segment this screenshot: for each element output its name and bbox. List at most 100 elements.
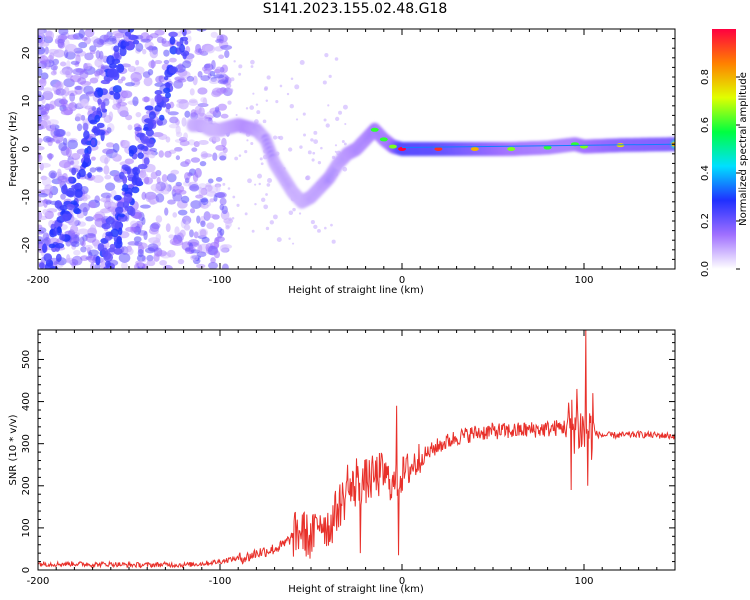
noise-blob (102, 148, 114, 155)
noise-blob (104, 174, 112, 180)
spectrogram-x-axis: -200 -100 0 100 (27, 29, 676, 286)
noise-dot (238, 72, 242, 76)
noise-blob (61, 213, 69, 222)
noise-blob (166, 249, 176, 258)
noise-blob (63, 184, 68, 194)
noise-blob (221, 137, 227, 148)
noise-blob (123, 193, 133, 204)
noise-blob (40, 106, 50, 115)
noise-blob (113, 247, 123, 255)
noise-blob (185, 247, 191, 252)
noise-blob (85, 216, 94, 222)
noise-blob (182, 52, 187, 60)
noise-dot (343, 142, 347, 146)
noise-blob (201, 236, 210, 243)
noise-blob (168, 57, 177, 63)
noise-blob (83, 130, 90, 140)
noise-dot (303, 133, 307, 137)
noise-blob (201, 153, 213, 158)
noise-dot (279, 84, 283, 88)
noise-blob (60, 61, 67, 67)
noise-blob (150, 97, 155, 108)
noise-blob (154, 89, 163, 95)
noise-blob (177, 78, 187, 83)
noise-blob (149, 199, 156, 205)
noise-blob (168, 123, 180, 129)
noise-blob (193, 231, 199, 239)
noise-blob (154, 60, 163, 65)
noise-blob (149, 33, 159, 39)
noise-blob (165, 136, 171, 143)
noise-blob (79, 80, 92, 86)
noise-blob (181, 117, 187, 127)
noise-blob (39, 162, 51, 168)
noise-blob (175, 47, 182, 55)
noise-blob (205, 213, 216, 218)
noise-blob (213, 250, 221, 259)
noise-blob (79, 70, 89, 79)
noise-blob (69, 160, 75, 166)
noise-blob (175, 131, 183, 138)
noise-blob (60, 109, 73, 116)
noise-blob (190, 157, 201, 163)
noise-blob (105, 231, 113, 237)
noise-blob (38, 215, 48, 221)
noise-blob (140, 135, 150, 145)
noise-blob (169, 36, 176, 45)
noise-blob (177, 209, 188, 216)
noise-dot (244, 212, 248, 216)
noise-blob (52, 58, 60, 66)
noise-blob (155, 193, 165, 203)
noise-blob (207, 261, 219, 269)
noise-blob (200, 75, 211, 82)
noise-blob (84, 52, 94, 61)
snr-x-tick-label: 0 (399, 576, 405, 587)
noise-blob (38, 146, 45, 151)
noise-blob (143, 157, 150, 165)
colorbar-tick-label: 0.6 (700, 117, 711, 133)
noise-dot (276, 237, 282, 243)
spectrogram-frame (37, 28, 676, 270)
noise-blob (58, 159, 71, 169)
spectrogram-x-tick-label: -100 (209, 275, 232, 286)
noise-blob (133, 39, 140, 45)
noise-blob (94, 58, 103, 68)
snr-y-label: SNR (10 * v/v) (8, 414, 19, 485)
noise-blob (168, 66, 178, 74)
noise-dot (278, 135, 284, 141)
noise-blob (101, 223, 112, 230)
noise-dot (324, 226, 327, 230)
noise-blob (207, 178, 214, 184)
noise-blob (121, 91, 131, 98)
noise-blob (105, 260, 111, 268)
colorbar-gradient (712, 29, 736, 269)
noise-blob (127, 65, 136, 73)
noise-blob (189, 88, 195, 96)
snr-y-tick-label: 200 (21, 476, 32, 495)
noise-dot (230, 77, 235, 82)
noise-dot (299, 59, 305, 65)
noise-blob (186, 75, 195, 82)
noise-dot (262, 119, 267, 124)
noise-blob (169, 238, 179, 246)
snr-x-tick-label: -200 (27, 576, 50, 587)
noise-blob (81, 36, 88, 41)
noise-blob (190, 200, 202, 209)
noise-blob (222, 263, 229, 269)
noise-blob (80, 137, 88, 145)
noise-blob (71, 167, 77, 176)
noise-blob (122, 175, 128, 185)
noise-blob (78, 41, 88, 49)
noise-blob (95, 50, 101, 59)
noise-blob (78, 168, 86, 178)
noise-dot (252, 92, 255, 95)
snr-y-axis: 0 100 200 300 400 500 (21, 333, 675, 573)
noise-blob (58, 29, 69, 36)
noise-blob (127, 124, 133, 131)
noise-blob (134, 126, 142, 132)
noise-blob (199, 229, 207, 237)
noise-blob (109, 68, 119, 78)
noise-blob (133, 212, 142, 220)
noise-dot (247, 178, 252, 184)
noise-dot (323, 118, 327, 122)
